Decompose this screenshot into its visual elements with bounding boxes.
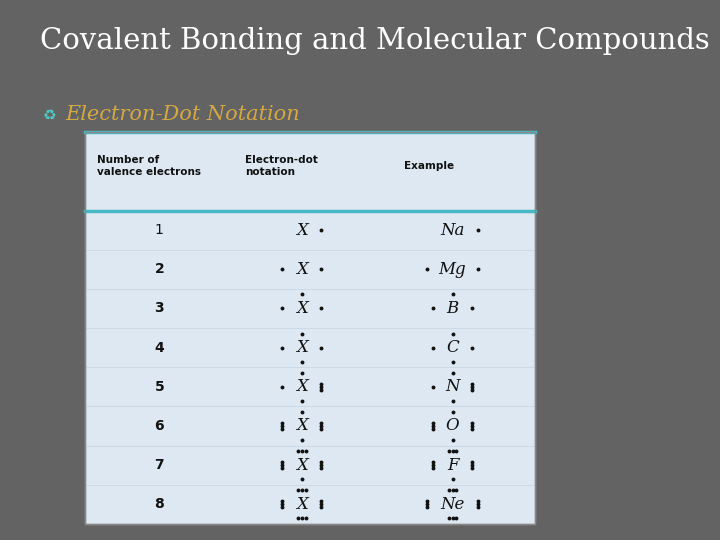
Text: X: X xyxy=(296,457,307,474)
Text: Electron-dot
notation: Electron-dot notation xyxy=(245,154,318,178)
Text: Ne: Ne xyxy=(441,496,464,512)
Text: X: X xyxy=(296,379,307,395)
Text: Electron-Dot Notation: Electron-Dot Notation xyxy=(66,105,300,124)
Text: 3: 3 xyxy=(155,301,164,315)
Text: Number of
valence electrons: Number of valence electrons xyxy=(96,154,201,178)
Text: 8: 8 xyxy=(155,497,164,511)
Text: 4: 4 xyxy=(155,341,164,355)
Text: X: X xyxy=(296,496,307,512)
Text: 5: 5 xyxy=(155,380,164,394)
Text: 6: 6 xyxy=(155,419,164,433)
Text: C: C xyxy=(446,339,459,356)
Text: X: X xyxy=(296,339,307,356)
Text: X: X xyxy=(296,417,307,434)
Bar xyxy=(86,132,535,524)
Text: Covalent Bonding and Molecular Compounds: Covalent Bonding and Molecular Compounds xyxy=(40,27,710,55)
Text: 2: 2 xyxy=(155,262,164,276)
Text: Na: Na xyxy=(441,222,464,239)
Text: B: B xyxy=(446,300,459,317)
Text: X: X xyxy=(296,261,307,278)
Text: X: X xyxy=(296,300,307,317)
Text: Example: Example xyxy=(404,161,454,171)
Text: Mg: Mg xyxy=(438,261,467,278)
Text: 1: 1 xyxy=(155,223,164,237)
Text: ♻: ♻ xyxy=(42,108,56,123)
Bar xyxy=(86,132,535,524)
Text: 7: 7 xyxy=(155,458,164,472)
Text: X: X xyxy=(296,222,307,239)
Text: N: N xyxy=(445,379,460,395)
Text: O: O xyxy=(446,417,459,434)
Text: F: F xyxy=(446,457,458,474)
